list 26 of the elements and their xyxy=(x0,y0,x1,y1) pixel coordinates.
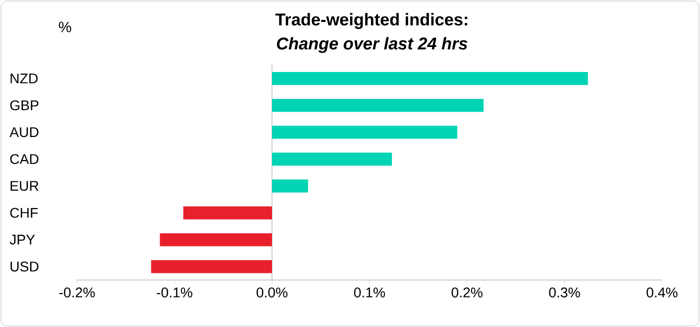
bar xyxy=(183,206,272,220)
y-tick-label: NZD xyxy=(10,74,38,84)
bar xyxy=(272,179,308,192)
x-tick-label: -0.2% xyxy=(59,288,95,298)
y-tick-label: USD xyxy=(10,262,38,272)
y-tick-label: CAD xyxy=(10,154,38,164)
y-axis-title: % xyxy=(58,22,72,32)
x-tick-label: 0.1% xyxy=(354,288,385,298)
bar xyxy=(160,233,272,246)
y-tick-label: CHF xyxy=(10,208,38,218)
bar xyxy=(272,72,588,85)
x-tick-label: 0.2% xyxy=(452,288,482,298)
x-tick-label: -0.1% xyxy=(156,288,192,298)
bar xyxy=(272,152,392,166)
x-tick-label: 0.3% xyxy=(549,288,580,298)
bar xyxy=(272,98,484,112)
bar xyxy=(272,126,458,139)
y-tick-label: EUR xyxy=(10,181,38,191)
x-tick-label: 0.0% xyxy=(256,288,288,298)
chart-title: Trade-weighted indices: xyxy=(275,13,468,29)
y-tick-label: JPY xyxy=(10,234,35,245)
chart-subtitle: Change over last 24 hrs xyxy=(276,37,468,53)
y-tick-label: AUD xyxy=(10,127,38,138)
x-tick-label: 0.4% xyxy=(646,288,678,298)
y-tick-label: GBP xyxy=(10,100,38,110)
bar xyxy=(151,260,272,274)
